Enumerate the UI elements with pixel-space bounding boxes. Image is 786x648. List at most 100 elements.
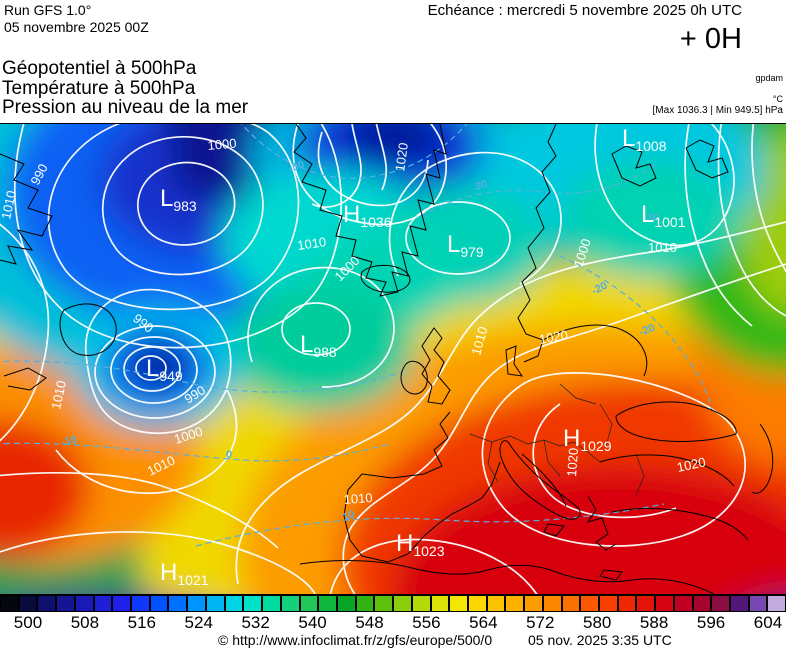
scale-cell: [75, 596, 93, 611]
isobar-contours: [0, 124, 786, 594]
forecast-step: + 0H: [679, 23, 742, 55]
scale-cell: [375, 596, 393, 611]
scale-cell: [731, 596, 748, 611]
isobar-label: 1010: [296, 234, 327, 253]
scale-cell: [281, 596, 299, 611]
scale-label: 572: [526, 613, 555, 632]
scale-cell: [38, 596, 56, 611]
unit-celsius: °C: [772, 94, 783, 104]
scale-cell: [487, 596, 505, 611]
isobar-label: 1020: [538, 327, 569, 347]
scale-cell: [244, 596, 262, 611]
scale-label: 524: [184, 613, 213, 632]
isobar-label: 1000: [207, 136, 237, 153]
pressure-center-h1021: H1021: [160, 559, 209, 588]
scale-label: 588: [639, 613, 669, 632]
scale-label: 604: [753, 613, 783, 632]
scale-label: 580: [583, 613, 612, 632]
scale-cell: [468, 596, 486, 611]
temp-label: -30: [643, 212, 659, 224]
scale-cell: [693, 596, 711, 611]
forecast-validity: Echéance : mercredi 5 novembre 2025 0h U…: [428, 2, 742, 56]
scale-cell: [506, 596, 524, 611]
scale-cell: [712, 596, 730, 611]
scale-label: 540: [298, 613, 327, 632]
scale-cell: [562, 596, 580, 611]
isobar-label: 1010: [468, 325, 490, 357]
pressure-centers: L983 L949 L988 H1036 L979 L1008 L1001 H1029 H102…: [146, 125, 686, 588]
scale-cell: [600, 596, 617, 611]
country-borders: [469, 383, 645, 497]
scale-cell: [19, 596, 37, 611]
pressure-center-h1029: H1029: [563, 425, 612, 454]
isobar-label: 1020: [676, 454, 707, 475]
scale-label: 564: [469, 613, 498, 632]
isobar-label: 1020: [392, 142, 411, 173]
scale-cell: [319, 596, 336, 611]
unit-maxmin-hpa: [Max 1036.3 | Min 949.5] hPa: [652, 105, 783, 116]
coastlines: [0, 124, 774, 594]
pressure-center-l988: L988: [300, 331, 337, 360]
scale-cell: [169, 596, 187, 611]
header: Run GFS 1.0° 05 novembre 2025 00Z Echéan…: [0, 0, 786, 123]
echeance-line: Echéance : mercredi 5 novembre 2025 0h U…: [427, 2, 742, 19]
scale-cell: [450, 596, 467, 611]
color-field: [0, 124, 786, 594]
scale-cell: [94, 596, 112, 611]
scale-cell: [525, 596, 542, 611]
scale-cell: [356, 596, 374, 611]
param-geopotential: Géopotentiel à 500hPa: [2, 58, 197, 79]
pressure-center-h1023: H1023: [396, 530, 445, 559]
temp-label: -30: [287, 159, 306, 175]
run-model: Run GFS 1.0°: [4, 2, 92, 18]
pressure-center-l1001: L1001: [641, 201, 686, 230]
temp-label: -10: [60, 434, 78, 449]
scale-cell: [132, 596, 149, 611]
scale-cell: [394, 596, 411, 611]
scale-cell: [225, 596, 243, 611]
scale-cell: [57, 596, 74, 611]
map-canvas: 1000990101010201010100099099010001010100…: [0, 124, 786, 594]
scale-cell: [300, 596, 318, 611]
copyright-url: © http://www.infoclimat.fr/z/gfs/europe/…: [218, 632, 493, 648]
pressure-center-l1008: L1008: [622, 125, 667, 154]
run-info: Run GFS 1.0° 05 novembre 2025 00Z: [4, 2, 149, 36]
temp-label: 0: [226, 449, 232, 461]
temp-label: -20: [638, 322, 657, 339]
pressure-center-l979: L979: [447, 231, 484, 260]
isobar-label: 1010: [0, 189, 19, 220]
param-pressure: Pression au niveau de la mer: [2, 97, 249, 118]
weather-map: 1000 990 1010 1020 1010 1000 990 990 1000 1010 100…: [0, 123, 786, 595]
scale-cell: [749, 596, 767, 611]
scale-label: 500: [13, 613, 43, 632]
isobar-label: 1010: [648, 240, 677, 255]
run-date: 05 novembre 2025 00Z: [4, 19, 149, 35]
scale-cell: [113, 596, 131, 611]
unit-gpdam: gpdam: [755, 73, 783, 83]
scale-cell: [543, 596, 561, 611]
pressure-center-h1036: H1036: [343, 201, 392, 230]
scale-cell: [637, 596, 655, 611]
parameter-list: Géopotentiel à 500hPa Température à 500h…: [2, 59, 248, 118]
scale-cell: [656, 596, 673, 611]
scale-cell: [1, 596, 18, 611]
color-scale: [0, 595, 786, 612]
scale-label: 548: [355, 613, 384, 632]
isobar-label: 1020: [564, 447, 581, 477]
isobar-label: 1010: [343, 490, 373, 507]
scale-cell: [674, 596, 692, 611]
scale-cell: [412, 596, 430, 611]
pressure-center-l983: L983: [160, 185, 197, 214]
footer: © http://www.infoclimat.fr/z/gfs/europe/…: [0, 632, 786, 648]
scale-cell: [768, 596, 786, 611]
scale-cell: [150, 596, 168, 611]
map-datetime: 05 nov. 2025 3:35 UTC: [528, 632, 672, 648]
temp-label: 30: [474, 178, 489, 193]
scale-cell: [618, 596, 636, 611]
scale-cell: [263, 596, 280, 611]
scale-label: 556: [412, 613, 441, 632]
unit-list: gpdam °C [Max 1036.3 | Min 949.5] hPa: [543, 0, 783, 123]
scale-cell: [431, 596, 449, 611]
